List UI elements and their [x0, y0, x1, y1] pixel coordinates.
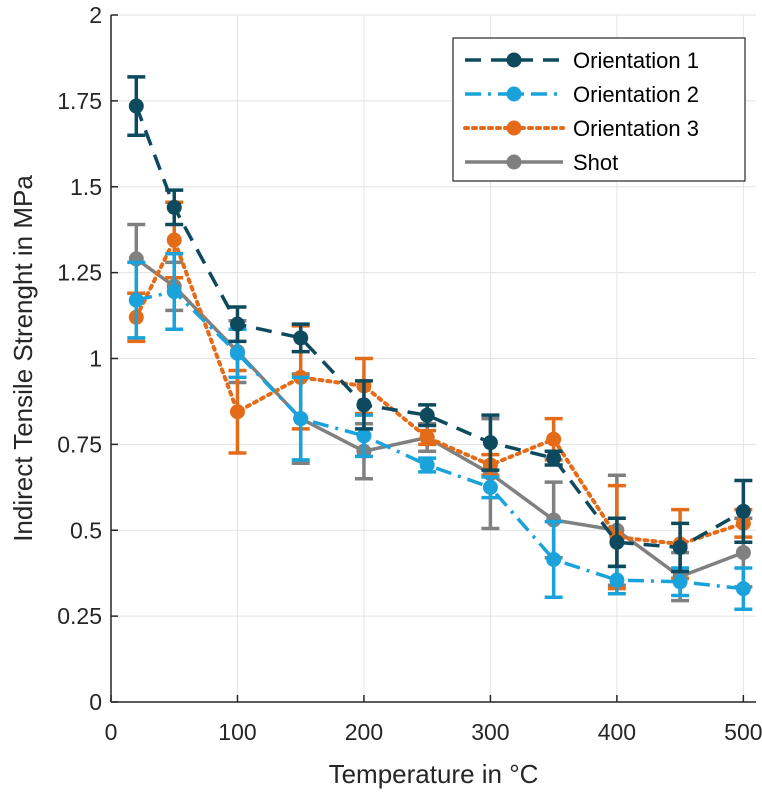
x-tick-label: 400: [598, 719, 636, 745]
data-point: [735, 503, 751, 519]
data-point: [546, 551, 562, 567]
data-point: [735, 545, 751, 561]
data-point: [356, 428, 372, 444]
data-point: [166, 284, 182, 300]
legend-marker: [506, 52, 522, 68]
y-tick-label: 1.5: [70, 174, 102, 200]
legend-label: Shot: [573, 150, 618, 175]
legend-box: [452, 37, 746, 182]
data-point: [229, 345, 245, 361]
data-point: [482, 435, 498, 451]
series-orientation-1: [127, 75, 753, 574]
y-tick-label: 0.5: [70, 517, 102, 543]
y-axis-label: Indirect Tensile Strenght in MPa: [8, 175, 38, 542]
x-axis-label: Temperature in °C: [329, 759, 539, 789]
x-tick-label: 200: [345, 719, 383, 745]
data-point: [546, 450, 562, 466]
x-tick-label: 0: [105, 719, 118, 745]
data-point: [672, 574, 688, 590]
data-point: [128, 98, 144, 114]
data-point: [419, 430, 435, 446]
data-point: [419, 407, 435, 423]
data-point: [356, 397, 372, 413]
legend-label: Orientation 1: [573, 48, 699, 73]
data-point: [482, 479, 498, 495]
series-layer: [127, 75, 753, 612]
data-point: [293, 330, 309, 346]
x-tick-label: 100: [218, 719, 256, 745]
data-point: [609, 572, 625, 588]
legend-marker: [506, 154, 522, 170]
y-tick-label: 1.25: [57, 260, 102, 286]
data-point: [419, 457, 435, 473]
data-point: [609, 534, 625, 550]
series-orientation-2: [127, 251, 753, 612]
legend: Orientation 1 Orientation 2 Orientation 3 S…: [452, 37, 746, 182]
legend-marker: [506, 120, 522, 136]
data-point: [735, 581, 751, 597]
x-tick-label: 300: [471, 719, 509, 745]
data-point: [166, 232, 182, 248]
y-tick-label: 1.75: [57, 88, 102, 114]
data-point: [293, 411, 309, 427]
data-point: [128, 292, 144, 308]
legend-label: Orientation 3: [573, 116, 699, 141]
y-tick-label: 0.75: [57, 431, 102, 457]
data-point: [546, 431, 562, 447]
data-point: [672, 539, 688, 555]
legend-marker: [506, 86, 522, 102]
y-tick-label: 0.25: [57, 603, 102, 629]
series-line: [134, 105, 745, 550]
data-point: [166, 199, 182, 215]
ticks: 0 100 200 300 400 500 0 0.25 0.5 0.75 1 1.25 1.5 1.75…: [57, 2, 762, 745]
legend-label: Orientation 2: [573, 82, 699, 107]
data-point: [229, 404, 245, 420]
x-tick-label: 500: [724, 719, 762, 745]
data-point: [229, 316, 245, 332]
y-tick-label: 0: [89, 689, 102, 715]
y-tick-label: 1: [89, 346, 102, 372]
y-tick-label: 2: [89, 2, 102, 28]
